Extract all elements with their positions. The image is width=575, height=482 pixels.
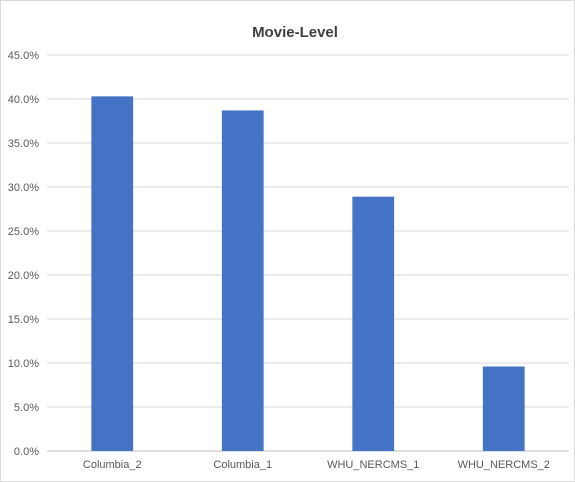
y-tick-label: 35.0% — [8, 138, 39, 150]
bars — [91, 96, 525, 452]
bar-columbia-2 — [91, 96, 134, 452]
y-tick-label: 25.0% — [8, 226, 39, 238]
y-tick-label: 10.0% — [8, 358, 39, 370]
x-category-label: Columbia_1 — [213, 459, 272, 471]
bar-whu-nercms-1 — [352, 196, 395, 451]
bar-columbia-1 — [221, 110, 264, 451]
x-category-label: WHU_NERCMS_2 — [458, 459, 550, 471]
y-tick-label: 15.0% — [8, 314, 39, 326]
y-tick-label: 30.0% — [8, 182, 39, 194]
bar-whu-nercms-2 — [482, 366, 525, 451]
chart-title: Movie-Level — [252, 24, 338, 41]
x-axis-categories: Columbia_2 Columbia_1 WHU_NERCMS_1 WHU_NERC… — [83, 459, 550, 471]
y-tick-label: 20.0% — [8, 270, 39, 282]
gridlines — [47, 54, 569, 452]
x-category-label: Columbia_2 — [83, 459, 142, 471]
y-tick-label: 0.0% — [14, 446, 39, 458]
x-category-label: WHU_NERCMS_1 — [327, 459, 419, 471]
y-tick-label: 45.0% — [8, 50, 39, 62]
y-tick-label: 5.0% — [14, 402, 39, 414]
y-tick-label: 40.0% — [8, 94, 39, 106]
y-axis-ticks: 0.0% 5.0% 10.0% 15.0% 20.0% 25.0% 30.0% 35.0% 40… — [8, 50, 39, 458]
